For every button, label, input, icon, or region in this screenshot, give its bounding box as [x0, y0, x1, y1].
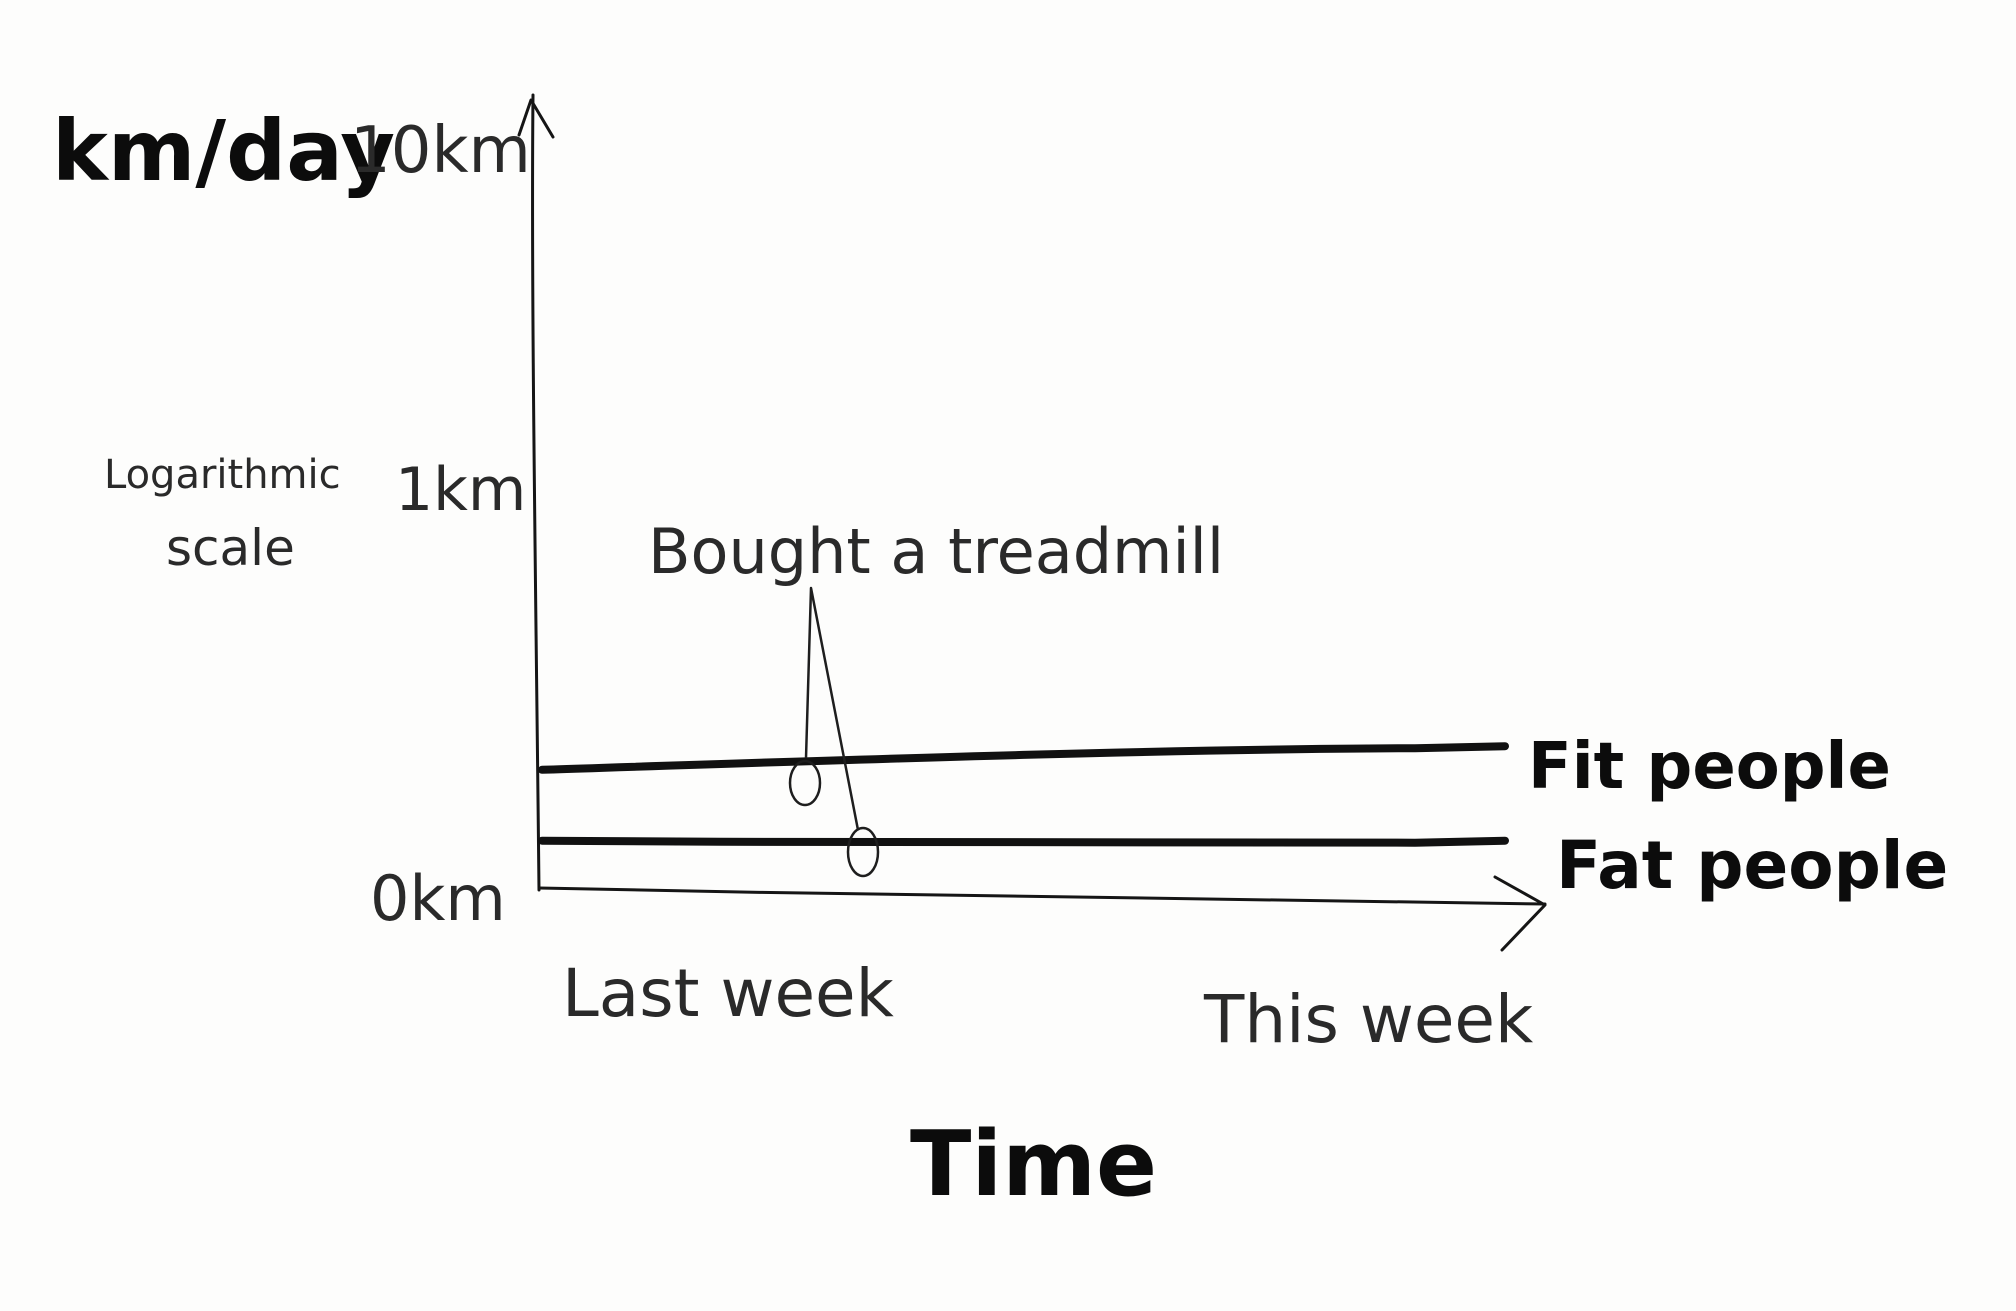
- series-line-fit-people: [538, 742, 1509, 774]
- series-group: [538, 742, 1509, 848]
- annotation-text: Bought a treadmill: [648, 515, 1224, 588]
- y-axis: [531, 93, 541, 892]
- x-axis-title: Time: [910, 1112, 1157, 1217]
- x-tick-label-last-week: Last week: [562, 955, 895, 1032]
- y-tick-label-0km: 0km: [370, 862, 506, 935]
- axes: [517, 93, 1547, 952]
- scale-note-line1: Logarithmic: [104, 452, 341, 498]
- annotation-marker-fat: [846, 826, 880, 878]
- series-line-fat-people: [538, 836, 1509, 848]
- annotation-pointer: [804, 586, 860, 831]
- annotation: Bought a treadmill: [648, 515, 1224, 878]
- series-label-fat-people: Fat people: [1556, 827, 1948, 904]
- y-tick-label-10km: 10km: [350, 114, 531, 188]
- scale-note-line2: scale: [166, 519, 295, 577]
- y-tick-label-1km: 1km: [395, 455, 526, 525]
- annotation-marker-fit: [788, 759, 822, 807]
- series-label-fit-people: Fit people: [1528, 730, 1891, 804]
- x-axis-arrowhead: [1493, 875, 1547, 952]
- y-axis-arrowhead: [517, 98, 555, 139]
- x-tick-label-this-week: This week: [1203, 981, 1534, 1058]
- y-axis-title: km/day: [52, 102, 395, 200]
- x-axis: [537, 886, 1547, 906]
